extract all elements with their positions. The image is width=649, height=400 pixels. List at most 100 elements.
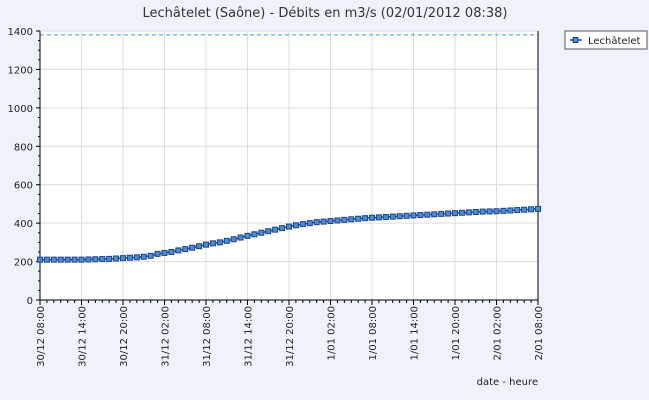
series [37,205,541,263]
data-point [57,256,64,263]
x-tick-label: 1/01 20:00 [451,306,462,360]
data-point [452,210,458,217]
y-tick-label: 1200 [8,65,33,76]
data-point [230,236,237,243]
data-point [410,212,417,219]
x-tick-label: 31/12 20:00 [285,306,296,367]
x-tick-label: 31/12 08:00 [202,306,213,367]
data-point [272,226,279,233]
y-tick-label: 800 [14,142,33,153]
legend-label: Lechâtelet [588,35,641,47]
data-point [244,232,251,239]
data-point [106,255,113,262]
data-point [251,231,258,238]
data-point [514,207,521,214]
data-point [327,218,334,225]
x-tick-label: 1/01 08:00 [368,306,379,360]
data-point [306,220,313,227]
x-tick-label: 1/01 14:00 [410,306,421,360]
data-point [465,209,472,216]
data-point [334,217,341,224]
data-point [203,241,209,248]
data-point [50,256,57,263]
data-point [71,256,78,263]
data-point [182,246,189,253]
data-point [479,208,486,215]
data-point [113,255,120,262]
x-tick-label: 2/01 08:00 [534,306,545,360]
data-point [299,221,306,228]
data-point [175,247,182,254]
data-point [458,209,465,216]
x-tick-label: 31/12 14:00 [244,306,255,367]
data-point [189,244,196,251]
data-point [126,254,133,261]
data-point [431,211,438,218]
data-point [154,250,161,257]
data-point [78,256,85,263]
data-point [528,206,535,213]
data-point [521,206,528,213]
data-point [196,243,203,250]
legend: Lechâtelet [564,30,648,50]
data-point [424,211,431,218]
chart-title: Lechâtelet (Saône) - Débits en m3/s (02/… [143,6,508,21]
x-tick-label: 30/12 20:00 [119,306,130,367]
data-point [535,205,541,212]
data-point [375,214,382,221]
data-point [168,248,175,255]
data-point [216,239,223,246]
data-point [64,256,71,263]
data-point [286,223,292,230]
y-tick-label: 1400 [8,27,33,38]
data-point [140,253,147,260]
y-axis-ticks: 0 200 400 600 800 1000 1200 1400 [8,27,40,307]
data-point [99,256,106,263]
data-point [445,210,452,217]
data-point [265,228,272,235]
data-point [161,249,168,256]
data-point [493,208,500,215]
legend-box [564,30,648,50]
data-point [133,254,140,261]
data-point [355,215,362,222]
data-point [43,256,50,263]
data-point [209,240,216,247]
data-point [486,208,493,215]
data-point [472,208,479,215]
grid [40,30,538,300]
data-point [320,218,327,225]
data-point [147,252,154,259]
x-tick-label: 30/12 14:00 [78,306,89,367]
y-tick-label: 400 [14,219,33,230]
data-point [37,256,43,263]
data-point [223,237,230,244]
x-tick-label: 30/12 08:00 [36,306,47,367]
data-point [279,225,286,232]
data-point [500,207,507,214]
data-point [313,219,320,226]
data-point [120,255,126,262]
data-point [85,256,92,263]
x-tick-label: 31/12 02:00 [161,306,172,367]
data-point [438,210,445,217]
data-point [382,213,389,220]
x-tick-label: 2/01 02:00 [493,306,504,360]
y-tick-label: 0 [27,296,33,307]
data-point [389,213,396,220]
data-point [417,212,424,219]
y-tick-label: 200 [14,258,33,269]
data-point [348,216,355,223]
data-point [292,222,299,229]
data-point [507,207,514,214]
x-axis-label: date - heure [477,377,538,388]
data-point [237,234,244,241]
legend-marker [572,37,579,43]
data-point [403,212,410,219]
data-point [369,214,375,221]
x-axis-ticks: 30/12 08:00 30/12 14:00 30/12 20:00 31/12 0… [36,300,545,367]
data-point [341,216,348,223]
data-point [92,256,99,263]
data-point [258,229,265,236]
